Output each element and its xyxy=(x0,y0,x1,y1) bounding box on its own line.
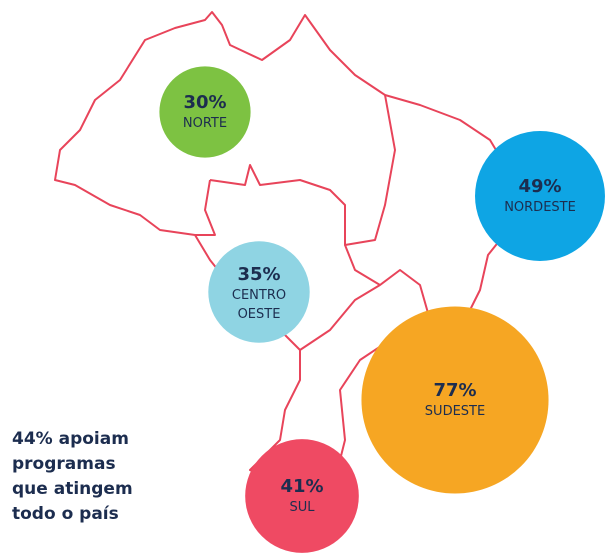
region-bubble xyxy=(475,131,605,261)
region-label: SUL xyxy=(289,500,315,515)
region-border xyxy=(209,94,396,246)
region-bubble xyxy=(208,241,310,343)
value-label: 41% xyxy=(280,476,323,497)
region-bubble xyxy=(361,306,549,494)
region-border xyxy=(344,244,431,321)
region-label: SUDESTE xyxy=(425,404,485,419)
annotation: 44% apoiam programas que atingem todo o paí… xyxy=(12,429,133,524)
region-label: CENTRO OESTE xyxy=(232,288,286,322)
bubbles: 30% NORTE 49% NORDESTE 35% CENTRO OESTE 77% SUDE… xyxy=(159,66,605,553)
value-label: 35% xyxy=(237,264,280,285)
region-bubble xyxy=(159,66,251,158)
value-label: 30% xyxy=(183,92,226,113)
region-label: NORTE xyxy=(183,116,227,131)
region-border xyxy=(299,284,381,351)
annotation-line: que atingem xyxy=(12,479,133,499)
country-outline xyxy=(54,11,506,481)
brazil-map xyxy=(54,11,506,481)
region-bubble xyxy=(245,439,359,553)
region-border xyxy=(195,179,216,236)
annotation-line: programas xyxy=(12,454,116,474)
annotation-line: todo o país xyxy=(12,504,119,524)
region-label: NORDESTE xyxy=(504,200,576,215)
value-label: 77% xyxy=(433,380,476,401)
value-label: 49% xyxy=(518,176,561,197)
annotation-line: 44% apoiam xyxy=(12,429,129,449)
